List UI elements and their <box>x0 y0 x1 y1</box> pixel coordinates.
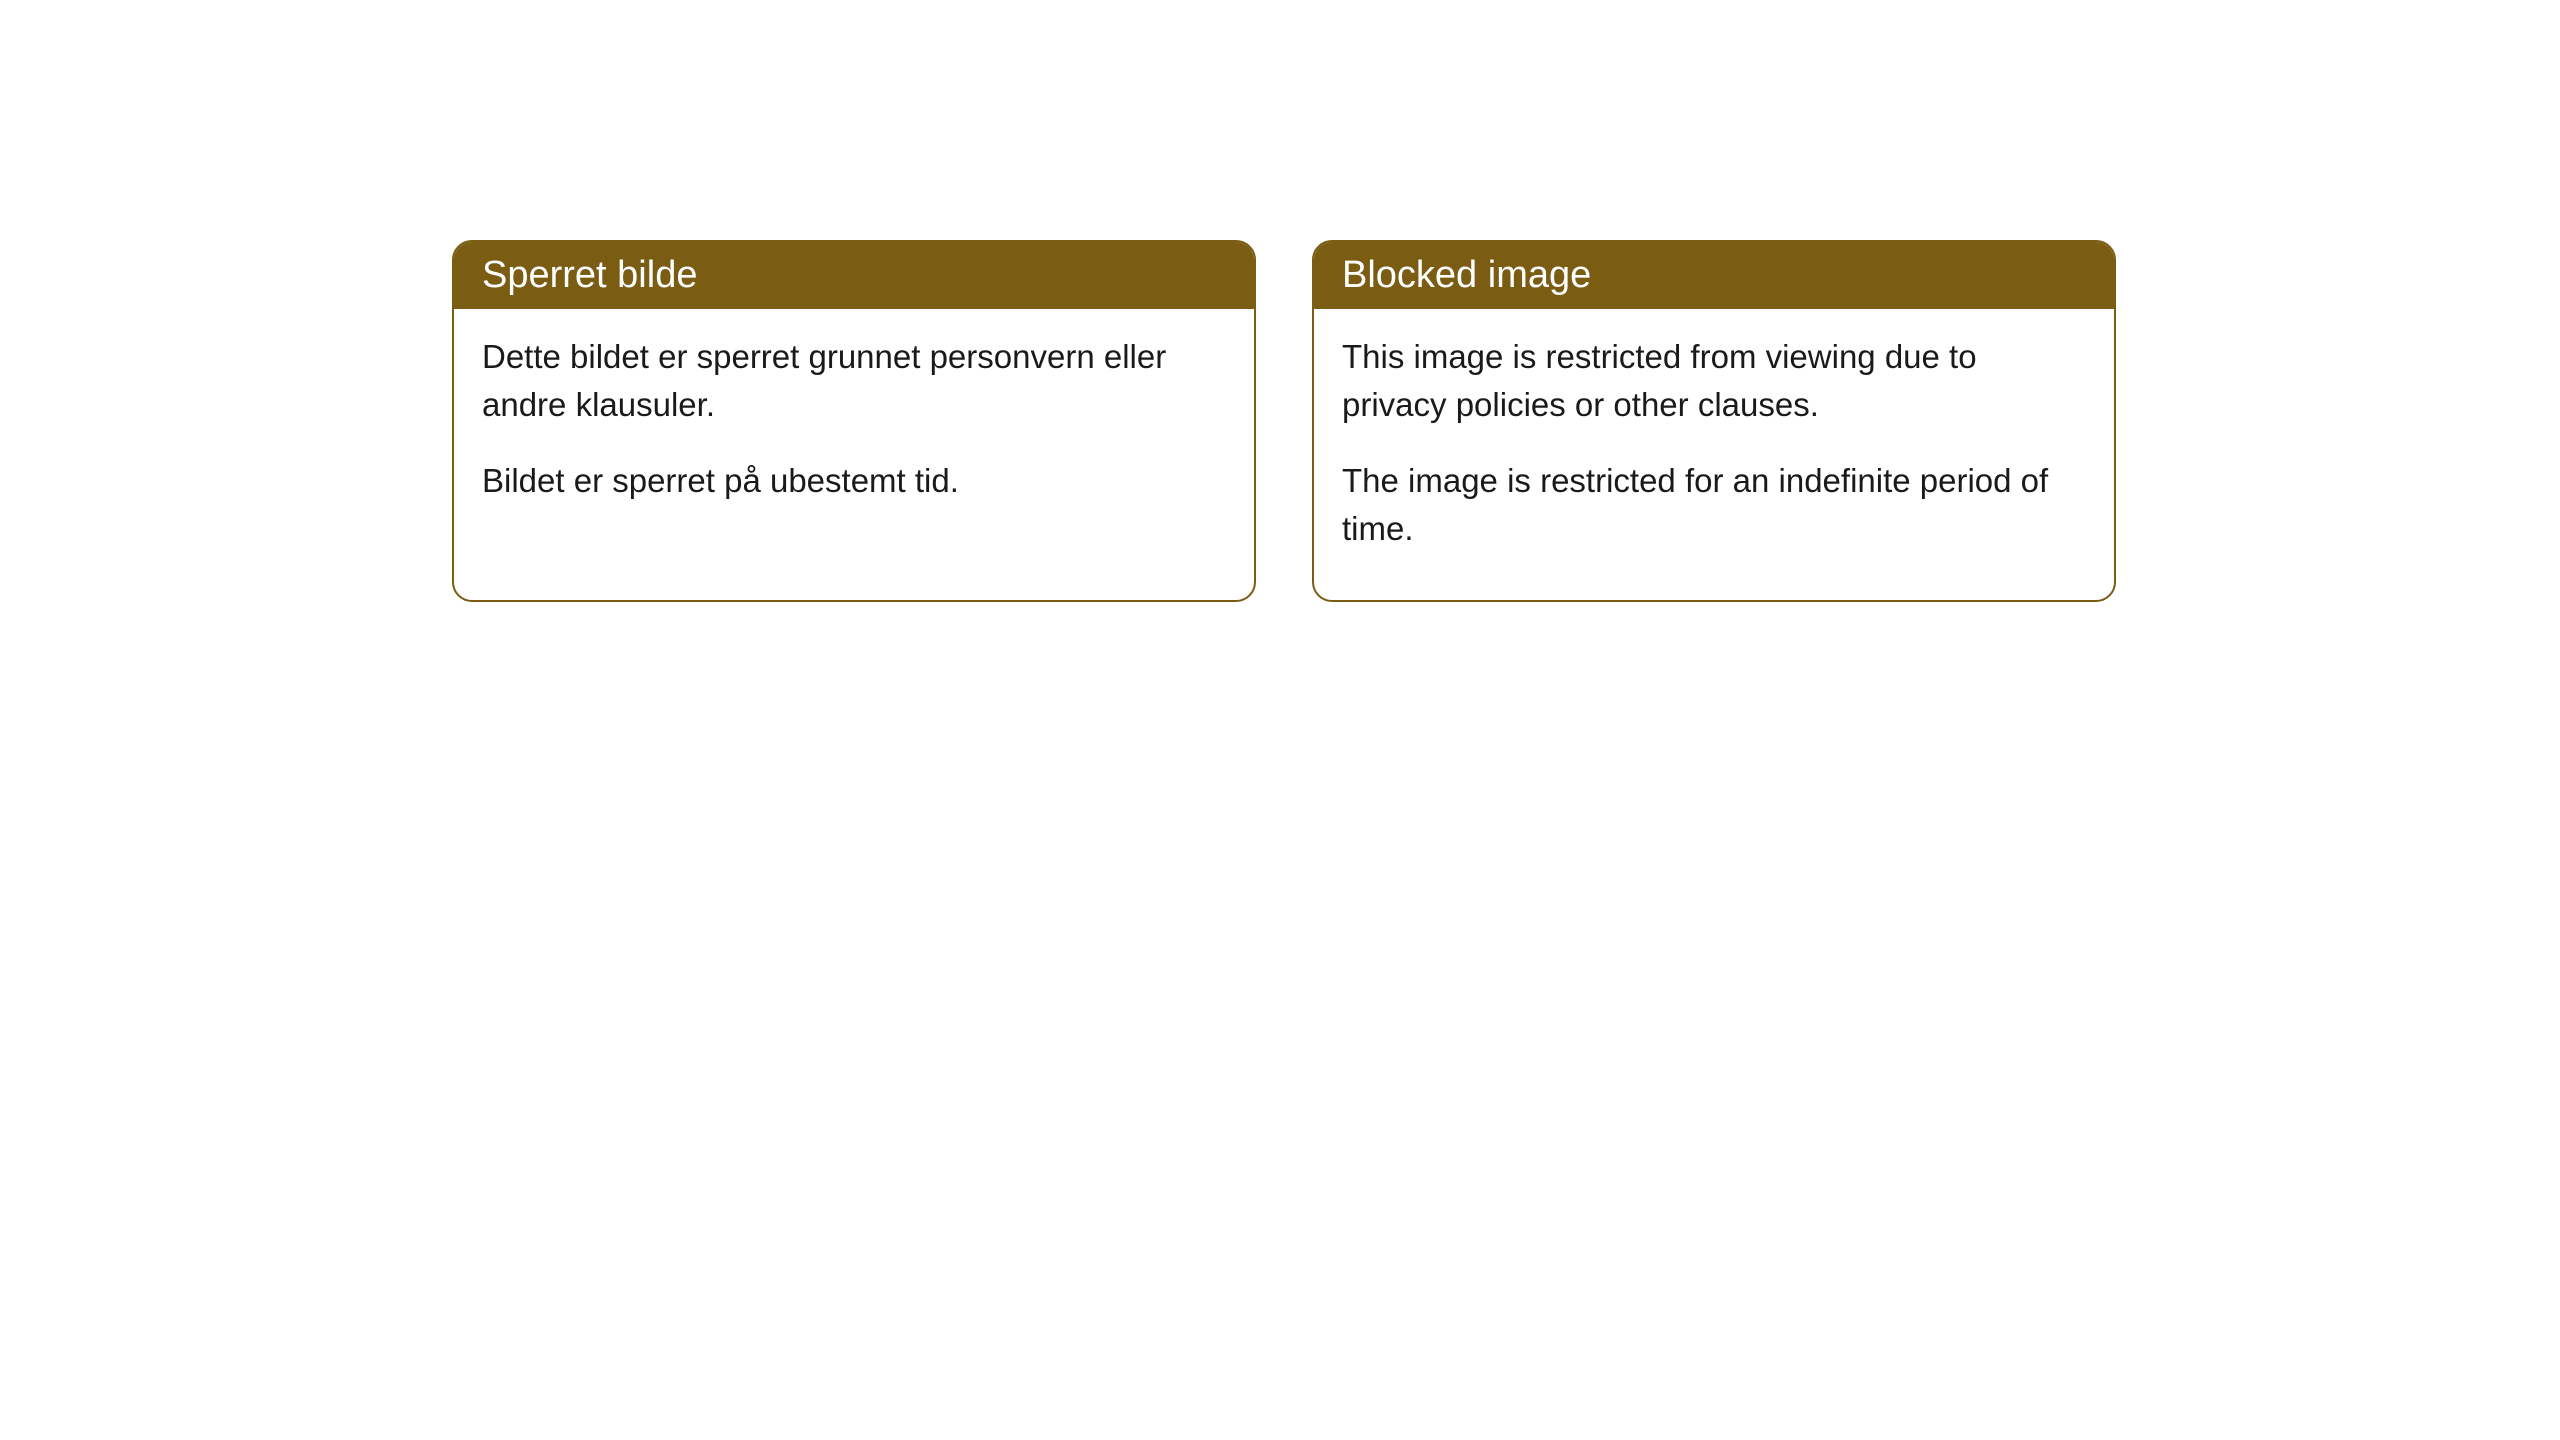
card-paragraph: Bildet er sperret på ubestemt tid. <box>482 457 1226 505</box>
notice-card-norwegian: Sperret bilde Dette bildet er sperret gr… <box>452 240 1256 602</box>
notice-container: Sperret bilde Dette bildet er sperret gr… <box>0 0 2560 602</box>
card-title: Sperret bilde <box>454 242 1254 309</box>
notice-card-english: Blocked image This image is restricted f… <box>1312 240 2116 602</box>
card-body: Dette bildet er sperret grunnet personve… <box>454 309 1254 553</box>
card-paragraph: Dette bildet er sperret grunnet personve… <box>482 333 1226 429</box>
card-paragraph: This image is restricted from viewing du… <box>1342 333 2086 429</box>
card-title: Blocked image <box>1314 242 2114 309</box>
card-body: This image is restricted from viewing du… <box>1314 309 2114 600</box>
card-paragraph: The image is restricted for an indefinit… <box>1342 457 2086 553</box>
